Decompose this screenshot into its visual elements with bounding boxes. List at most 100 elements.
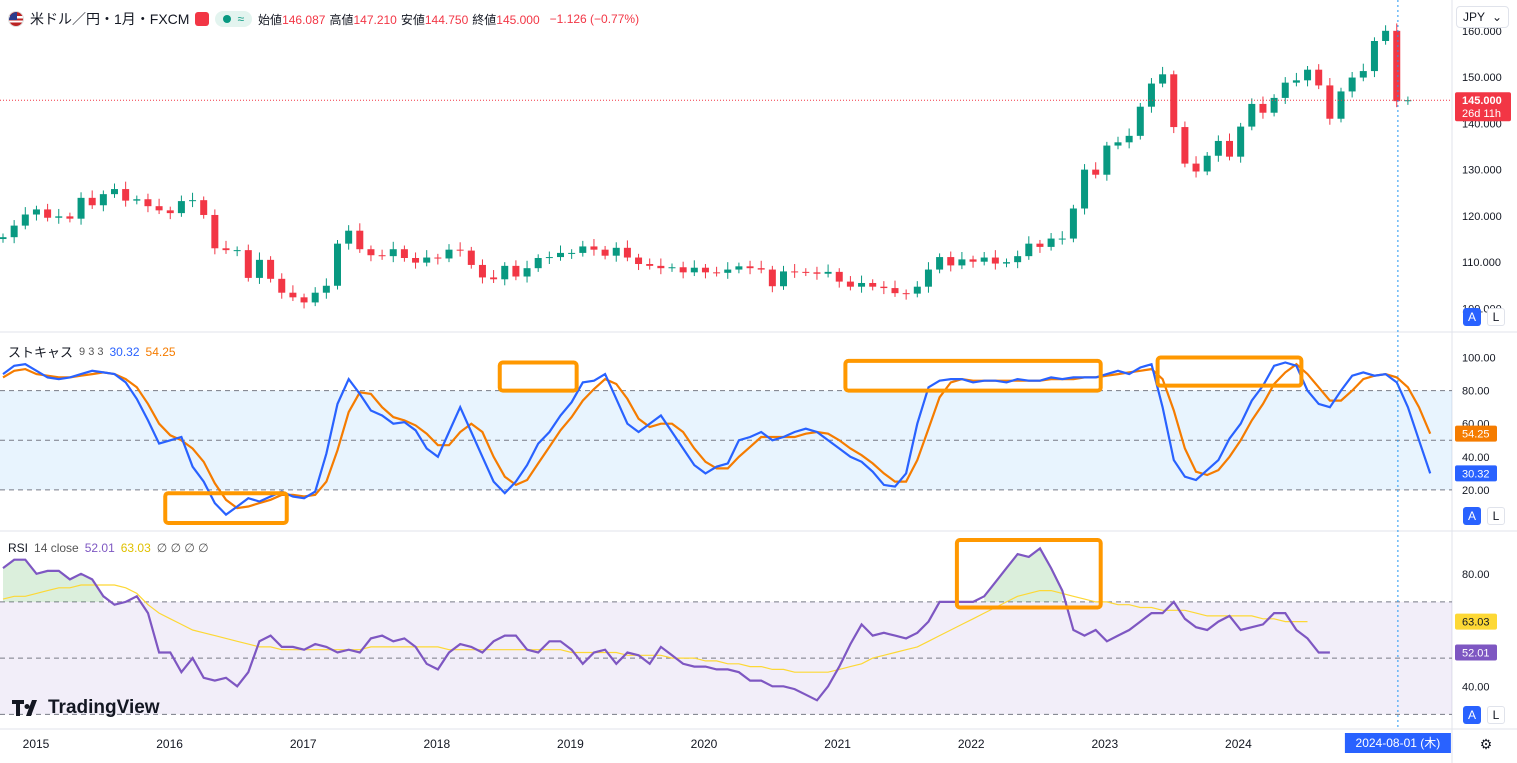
wave-label: ≈	[237, 12, 245, 26]
candle-body	[1214, 140, 1222, 156]
x-tick-label: 2015	[23, 737, 50, 751]
candle-body	[244, 250, 252, 278]
candle-body	[936, 257, 944, 270]
candle-body	[1003, 262, 1010, 264]
candle-body	[1237, 126, 1245, 157]
candle-body	[1136, 106, 1144, 136]
candle-body	[1393, 30, 1401, 102]
symbol-title[interactable]: 米ドル／円・1月・FXCM	[30, 11, 190, 27]
candle-body	[1081, 169, 1089, 209]
stoch-d-line	[2, 362, 1432, 510]
ohlc-label: 始値	[258, 12, 283, 27]
rsi-extras: ∅ ∅ ∅ ∅	[156, 541, 209, 555]
candle-body	[891, 288, 899, 294]
candle-body	[869, 282, 877, 287]
us-flag-icon	[8, 11, 24, 27]
candle-body	[713, 272, 721, 274]
candle-body	[66, 216, 74, 219]
candle-body	[858, 282, 866, 287]
candle-body	[1326, 85, 1334, 119]
price-tick-label: 150.000	[1462, 72, 1502, 84]
candle-body	[133, 199, 141, 201]
candle-body	[523, 268, 531, 277]
candle-body	[835, 271, 843, 282]
candle-body	[1025, 243, 1033, 257]
candle-body	[0, 237, 7, 240]
candle-body	[122, 189, 130, 201]
rsi-badge-value: 52.01	[1462, 648, 1490, 660]
candle-body	[880, 286, 888, 289]
candle-body	[635, 257, 643, 265]
price-tick-label: 110.000	[1462, 257, 1501, 269]
candle-body	[10, 225, 18, 238]
gear-icon[interactable]: ⚙	[1479, 735, 1493, 752]
stoch-d-badge	[1455, 425, 1497, 442]
logo-text: TradingView	[48, 697, 160, 718]
candle-body	[646, 264, 654, 266]
stoch-tick-label: 40.00	[1462, 452, 1490, 464]
candle-body	[1147, 83, 1155, 107]
candle-body	[824, 271, 832, 274]
cursor-date-badge	[1344, 733, 1451, 753]
rsi-log-scale-button[interactable]: L	[1487, 706, 1505, 724]
stoch-k-value: 30.32	[109, 344, 140, 359]
candle-body	[813, 272, 821, 274]
candle-body	[1092, 169, 1100, 175]
candle-body	[568, 252, 576, 254]
candle-body	[657, 265, 665, 269]
candle-body	[1270, 97, 1278, 113]
auto-scale-button[interactable]: A	[1463, 308, 1481, 326]
candle-body	[189, 200, 197, 202]
candle-body	[791, 271, 799, 273]
price-tick-label: 130.000	[1462, 165, 1502, 177]
currency-select[interactable]: JPY ⌄	[1456, 6, 1509, 28]
rsi-params: 14 close	[34, 541, 79, 555]
stoch-d-value: 54.25	[145, 344, 176, 359]
candle-body	[802, 271, 810, 273]
candle-body	[735, 266, 743, 270]
rsi-auto-scale-button[interactable]: A	[1463, 706, 1481, 724]
candle-body	[322, 285, 330, 293]
stoch-auto-scale-button[interactable]: A	[1463, 507, 1481, 525]
stoch-name[interactable]: ストキャス	[8, 345, 74, 360]
candle-body	[1259, 103, 1267, 113]
ohlc-label: 安値	[400, 12, 425, 27]
ohlc-label: 終値	[472, 12, 497, 27]
tradingview-logo[interactable]: TradingView	[12, 697, 160, 719]
rsi-ma-value: 63.03	[120, 541, 151, 555]
candle-body	[334, 243, 341, 286]
candle-body	[679, 267, 687, 273]
candle-body	[612, 247, 620, 256]
market-status-icon[interactable]	[195, 12, 210, 26]
candle-body	[913, 286, 921, 294]
wave-icon[interactable]: ≈	[215, 11, 253, 27]
candle-body	[724, 269, 732, 273]
candle-body	[1359, 71, 1367, 78]
x-tick-label: 2023	[1091, 737, 1118, 751]
candle-body	[1014, 256, 1022, 263]
candle-body	[278, 278, 286, 293]
log-scale-button[interactable]: L	[1487, 308, 1505, 326]
rsi-badge	[1455, 644, 1497, 661]
candle-body	[434, 257, 442, 259]
candle-body	[969, 259, 977, 262]
candle-body	[1281, 82, 1289, 98]
candle-body	[21, 214, 29, 226]
candle-body	[1181, 127, 1189, 164]
candle-body	[902, 293, 910, 295]
candle-body	[367, 249, 375, 256]
stoch-tick-label: 80.00	[1462, 386, 1490, 398]
candle-body	[846, 281, 854, 287]
candle-body	[545, 257, 553, 259]
candle-body	[1203, 155, 1211, 172]
candle-body	[1304, 69, 1312, 81]
candle-body	[356, 230, 364, 250]
rsi-ma-badge	[1455, 613, 1497, 630]
stoch-log-scale-button[interactable]: L	[1487, 507, 1505, 525]
candle-body	[445, 249, 453, 259]
candle-body	[423, 257, 431, 263]
rsi-name[interactable]: RSI	[8, 541, 29, 555]
candle-body	[1103, 145, 1111, 175]
rsi-line	[2, 546, 1330, 702]
